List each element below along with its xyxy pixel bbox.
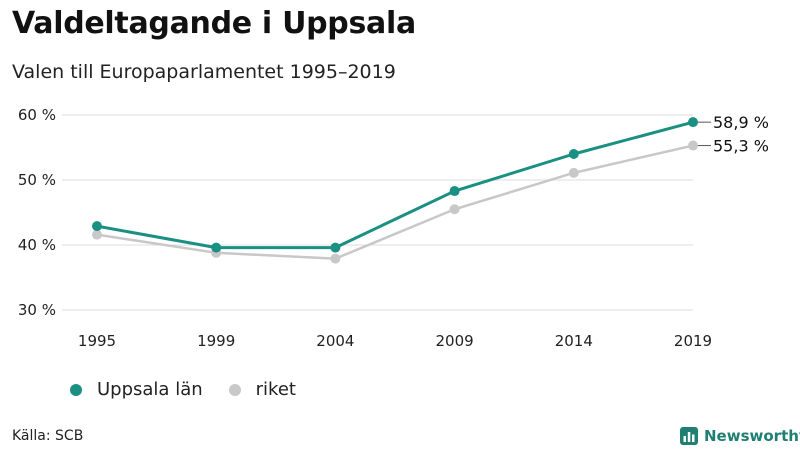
x-tick-label: 2009 [436, 332, 474, 350]
y-tick-label: 60 % [18, 106, 56, 124]
series-line-riket [96, 144, 694, 260]
y-tick-label: 30 % [18, 301, 56, 319]
data-point-riket [449, 204, 460, 215]
end-value-label-uppsala: 58,9 % [713, 113, 769, 132]
legend-label-riket: riket [255, 379, 296, 400]
series-line-uppsala [96, 120, 694, 250]
data-point-riket [688, 140, 698, 151]
data-point-uppsala [330, 242, 341, 253]
x-tick-label: 2004 [316, 332, 354, 350]
x-tick-label: 1995 [78, 332, 116, 350]
x-tick-label: 2019 [674, 332, 712, 350]
legend-label-uppsala: Uppsala län [97, 379, 203, 400]
data-point-riket [330, 253, 341, 264]
data-point-uppsala [92, 221, 102, 232]
y-tick-label: 40 % [18, 236, 56, 254]
data-point-uppsala [688, 117, 698, 128]
chart-title: Valdeltagande i Uppsala [12, 6, 416, 41]
chart-subtitle: Valen till Europaparlamentet 1995–2019 [12, 61, 396, 83]
x-tick-label: 1999 [197, 332, 235, 350]
chart-bars-icon [680, 427, 698, 445]
brand-logo: Newsworthy [680, 427, 800, 445]
data-point-uppsala [211, 242, 222, 253]
legend: Uppsala län riket [70, 379, 322, 400]
data-point-riket [92, 229, 102, 240]
data-point-uppsala [449, 186, 460, 197]
legend-marker-uppsala [70, 383, 82, 396]
legend-marker-riket [228, 383, 241, 396]
source-note: Källa: SCB [12, 428, 84, 444]
legend-item-riket: riket [228, 379, 296, 400]
data-point-uppsala [568, 149, 579, 159]
y-tick-label: 50 % [18, 171, 56, 189]
brand-name: Newsworthy [704, 427, 800, 445]
end-value-label-riket: 55,3 % [713, 137, 769, 156]
data-point-riket [568, 167, 579, 178]
x-tick-label: 2014 [555, 332, 593, 350]
legend-item-uppsala: Uppsala län [70, 379, 203, 400]
